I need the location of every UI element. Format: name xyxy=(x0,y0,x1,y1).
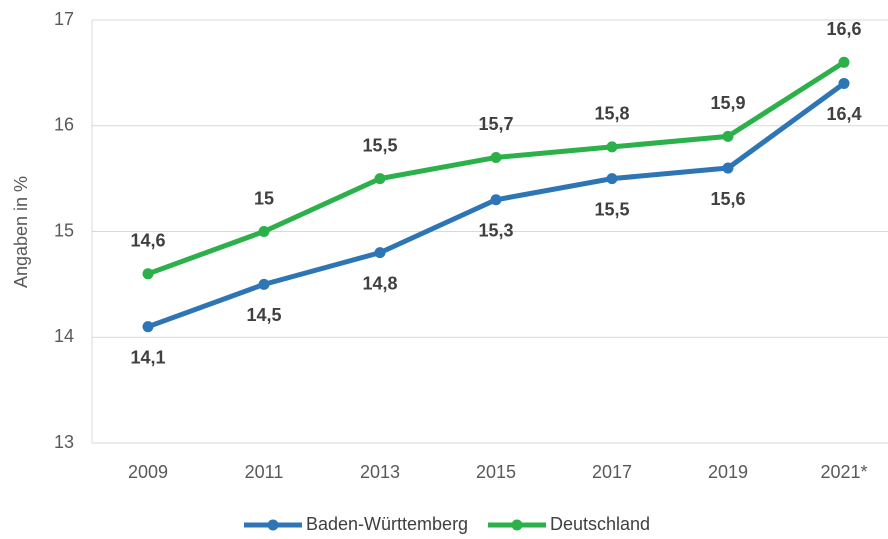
x-tick-label: 2015 xyxy=(476,462,516,482)
data-label: 15,7 xyxy=(478,114,513,134)
data-point xyxy=(374,247,386,259)
data-point xyxy=(142,321,154,333)
y-tick-label: 16 xyxy=(54,115,74,135)
data-point xyxy=(142,268,154,280)
legend-marker xyxy=(267,519,279,531)
data-label: 15,8 xyxy=(594,104,629,124)
legend-label: Deutschland xyxy=(550,514,650,534)
data-point xyxy=(838,77,850,89)
legend-marker xyxy=(511,519,523,531)
y-axis-label: Angaben in % xyxy=(11,176,31,288)
data-point xyxy=(374,173,386,185)
data-label: 16,6 xyxy=(826,19,861,39)
data-label: 15,5 xyxy=(594,199,629,219)
x-tick-label: 2019 xyxy=(708,462,748,482)
data-point xyxy=(258,278,270,290)
x-tick-label: 2013 xyxy=(360,462,400,482)
legend-label: Baden-Württemberg xyxy=(306,514,468,534)
data-point xyxy=(722,130,734,142)
x-tick-label: 2009 xyxy=(128,462,168,482)
y-tick-label: 17 xyxy=(54,9,74,29)
data-label: 14,6 xyxy=(130,231,165,251)
data-label: 15,5 xyxy=(362,135,397,155)
data-point xyxy=(606,173,618,185)
data-label: 15,3 xyxy=(478,221,513,241)
data-point xyxy=(722,162,734,174)
data-point xyxy=(490,194,502,206)
legend-item: Deutschland xyxy=(488,514,650,534)
legend-item: Baden-Württemberg xyxy=(244,514,468,534)
data-label: 15 xyxy=(254,188,274,208)
data-label: 14,8 xyxy=(362,273,397,293)
data-label: 16,4 xyxy=(826,104,861,124)
data-point xyxy=(606,141,618,153)
data-label: 14,5 xyxy=(246,305,281,325)
data-label: 14,1 xyxy=(130,347,165,367)
y-tick-label: 14 xyxy=(54,326,74,346)
data-point xyxy=(838,56,850,68)
data-point xyxy=(490,151,502,163)
y-tick-label: 15 xyxy=(54,220,74,240)
data-label: 15,9 xyxy=(710,93,745,113)
data-label: 15,6 xyxy=(710,189,745,209)
x-tick-label: 2021* xyxy=(820,462,867,482)
x-tick-label: 2017 xyxy=(592,462,632,482)
data-point xyxy=(258,226,270,237)
y-tick-label: 13 xyxy=(54,432,74,452)
x-tick-label: 2011 xyxy=(245,462,284,482)
